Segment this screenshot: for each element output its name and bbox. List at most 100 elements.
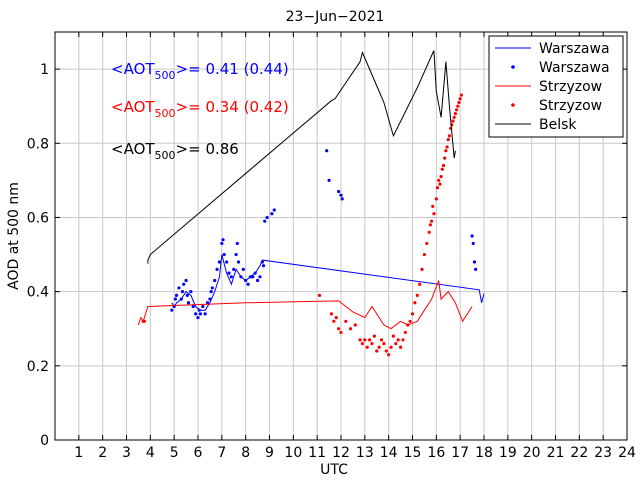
annotation-text: <AOT500>= 0.86	[111, 140, 239, 162]
x-tick-label: 1	[74, 445, 83, 461]
data-point-strzyzow	[384, 349, 388, 353]
data-point-strzyzow	[425, 241, 429, 246]
x-tick-label: 19	[499, 445, 517, 461]
data-point-warszawa	[222, 252, 226, 257]
x-tick-label: 9	[265, 445, 274, 461]
data-point-strzyzow	[368, 338, 372, 342]
data-point-warszawa	[227, 271, 231, 275]
annotation-prefix: <AOT	[111, 60, 155, 78]
data-point-strzyzow	[427, 230, 431, 234]
data-point-strzyzow	[431, 204, 435, 208]
data-point-warszawa	[196, 316, 200, 320]
data-point-strzyzow	[391, 334, 396, 338]
data-point-warszawa	[248, 275, 253, 279]
y-tick-label: 0.8	[27, 136, 49, 152]
data-point-warszawa	[229, 275, 233, 279]
data-point-warszawa	[191, 304, 195, 309]
data-point-warszawa	[260, 260, 264, 264]
data-point-strzyzow	[401, 338, 405, 342]
data-point-warszawa	[265, 215, 269, 220]
data-point-strzyzow	[444, 149, 448, 153]
annotations: <AOT 500 >= 0.41 (0.44) <AOT500>= 0.34 (0.4…	[111, 60, 289, 162]
data-point-warszawa	[203, 312, 207, 316]
data-point-strzyzow	[410, 312, 415, 316]
data-point-strzyzow	[429, 219, 434, 223]
data-point-strzyzow	[406, 323, 410, 327]
data-point-strzyzow	[332, 319, 336, 323]
x-tick-label: 8	[241, 445, 250, 461]
data-point-strzyzow	[420, 267, 424, 271]
data-point-strzyzow	[317, 293, 322, 297]
x-tick-label: 23	[594, 445, 612, 461]
x-tick-label: 22	[570, 445, 588, 461]
data-point-strzyzow	[382, 341, 386, 346]
data-point-warszawa	[471, 241, 475, 246]
data-point-strzyzow	[372, 334, 376, 338]
data-point-strzyzow	[375, 349, 379, 353]
data-point-warszawa	[170, 308, 174, 312]
data-point-warszawa	[253, 271, 257, 275]
data-point-strzyzow	[437, 178, 441, 182]
data-point-strzyzow	[457, 100, 461, 105]
x-tick-label: 5	[170, 445, 179, 461]
data-point-warszawa	[177, 286, 181, 290]
legend-label: Strzyzow	[539, 98, 602, 114]
data-point-warszawa	[251, 275, 255, 279]
data-point-strzyzow	[353, 323, 357, 327]
x-tick-label: 13	[356, 445, 374, 461]
data-point-warszawa	[201, 304, 205, 309]
data-point-warszawa	[182, 282, 186, 286]
x-tick-label: 21	[547, 445, 565, 461]
x-tick-label: 2	[98, 445, 107, 461]
data-point-warszawa	[270, 212, 274, 216]
data-point-strzyzow	[413, 301, 417, 305]
data-point-strzyzow	[389, 345, 393, 349]
data-point-strzyzow	[408, 319, 412, 323]
data-point-warszawa	[263, 219, 267, 223]
data-point-strzyzow	[443, 156, 447, 160]
legend-label: Strzyzow	[539, 79, 602, 95]
legend-label: Belsk	[539, 117, 577, 133]
data-point-warszawa	[241, 267, 245, 271]
data-point-strzyzow	[459, 93, 463, 97]
data-point-strzyzow	[432, 212, 436, 216]
data-point-strzyzow	[403, 330, 407, 335]
data-point-strzyzow	[415, 293, 419, 297]
y-tick-label: 0.2	[27, 359, 49, 375]
series-line-warszawa	[171, 254, 485, 311]
data-point-warszawa	[184, 278, 188, 283]
x-tick-label: 7	[217, 445, 226, 461]
data-point-warszawa	[232, 267, 236, 271]
data-point-warszawa	[209, 290, 213, 294]
data-point-strzyzow	[428, 223, 432, 227]
data-point-strzyzow	[439, 175, 443, 179]
annotation-prefix: <AOT	[111, 140, 155, 158]
legend: Warszawa Warszawa Strzyzow Strzyzow Belsk	[488, 35, 624, 138]
x-tick-label: 15	[404, 445, 422, 461]
data-point-strzyzow	[387, 353, 391, 357]
data-point-warszawa	[472, 260, 477, 264]
data-point-strzyzow	[377, 345, 381, 349]
legend-marker-swatch	[511, 103, 515, 107]
y-axis-label: AOD at 500 nm	[6, 182, 22, 290]
x-tick-label: 12	[332, 445, 350, 461]
data-point-warszawa	[272, 208, 276, 212]
data-point-strzyzow	[438, 182, 442, 186]
data-point-strzyzow	[445, 145, 449, 149]
data-point-warszawa	[205, 301, 210, 305]
data-point-warszawa	[217, 260, 222, 264]
data-point-strzyzow	[365, 345, 369, 349]
annotation-value: >= 0.41 (0.44)	[176, 60, 289, 78]
annotation-subscript: 500	[155, 107, 176, 120]
data-point-warszawa	[213, 278, 217, 283]
series-line-belsk	[147, 50, 456, 264]
data-point-warszawa	[239, 275, 243, 279]
y-tick-label: 0.4	[27, 285, 49, 301]
grid	[55, 32, 628, 440]
data-point-strzyzow	[370, 341, 374, 346]
annotation-text: <AOT500>= 0.34 (0.42)	[111, 98, 289, 120]
data-point-warszawa	[174, 293, 179, 297]
data-point-warszawa	[173, 297, 177, 301]
x-tick-label: 24	[618, 445, 636, 461]
data-point-warszawa	[225, 260, 229, 264]
